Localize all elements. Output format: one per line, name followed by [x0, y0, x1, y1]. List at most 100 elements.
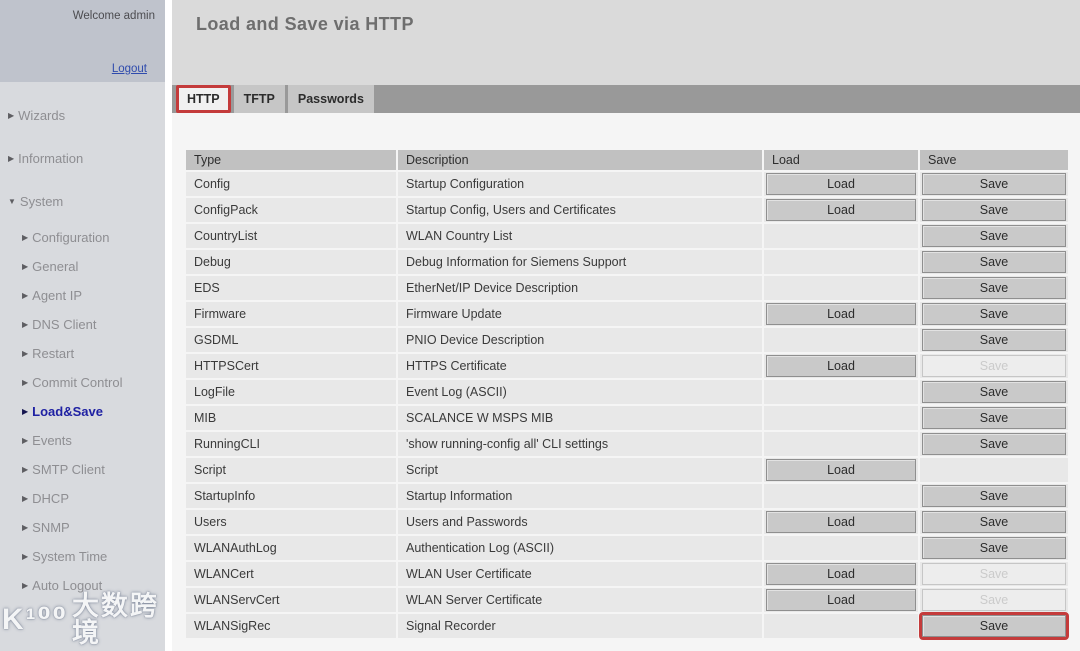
cell-load [764, 380, 918, 404]
save-button-firmware[interactable]: Save [922, 303, 1066, 325]
chevron-right-icon: ▶ [22, 407, 29, 416]
load-button-configpack[interactable]: Load [766, 199, 916, 221]
sidebar-item-agent-ip[interactable]: ▶ Agent IP [0, 281, 165, 310]
cell-type: CountryList [186, 224, 396, 248]
sidebar-item-label: Agent IP [32, 288, 83, 303]
cell-type: Firmware [186, 302, 396, 326]
save-button-users[interactable]: Save [922, 511, 1066, 533]
load-button-config[interactable]: Load [766, 173, 916, 195]
chevron-right-icon: ▶ [22, 436, 29, 445]
sidebar-item-label: Wizards [18, 108, 66, 123]
cell-save: Save [920, 588, 1068, 612]
content-area: Type Description Load Save Config Startup Co… [172, 113, 1080, 651]
chevron-right-icon: ▶ [22, 494, 29, 503]
sidebar-item-snmp[interactable]: ▶ SNMP [0, 513, 165, 542]
sidebar-item-configuration[interactable]: ▶ Configuration [0, 223, 165, 252]
sidebar: Welcome admin Logout ▶ Wizards ▶ Informatio… [0, 0, 165, 651]
cell-type: Script [186, 458, 396, 482]
cell-type: ConfigPack [186, 198, 396, 222]
cell-description: PNIO Device Description [398, 328, 762, 352]
save-button-configpack[interactable]: Save [922, 199, 1066, 221]
chevron-right-icon: ▶ [22, 349, 29, 358]
save-button-wlancert: Save [922, 563, 1066, 585]
save-button-eds[interactable]: Save [922, 277, 1066, 299]
sidebar-item-label: DNS Client [32, 317, 97, 332]
save-button-countrylist[interactable]: Save [922, 225, 1066, 247]
cell-type: WLANSigRec [186, 614, 396, 638]
sidebar-item-label: System Time [32, 549, 108, 564]
tab-http[interactable]: HTTP [176, 85, 231, 113]
sidebar-item-system-time[interactable]: ▶ System Time [0, 542, 165, 571]
load-save-table: Type Description Load Save Config Startup Co… [184, 148, 1070, 640]
cell-load [764, 328, 918, 352]
sidebar-item-label: System [19, 194, 64, 209]
chevron-right-icon: ▶ [22, 233, 29, 242]
cell-save: Save [920, 484, 1068, 508]
sidebar-item-commit-control[interactable]: ▶ Commit Control [0, 368, 165, 397]
chevron-right-icon: ▶ [22, 581, 29, 590]
cell-load: Load [764, 562, 918, 586]
save-button-wlanauthlog[interactable]: Save [922, 537, 1066, 559]
cell-save: Save [920, 276, 1068, 300]
cell-description: Users and Passwords [398, 510, 762, 534]
chevron-right-icon: ▶ [22, 320, 29, 329]
cell-load: Load [764, 302, 918, 326]
logout-link[interactable]: Logout [111, 63, 147, 75]
save-button-runningcli[interactable]: Save [922, 433, 1066, 455]
chevron-right-icon: ▶ [22, 378, 29, 387]
table-row-script: Script Script Load [186, 458, 1068, 482]
sidebar-item-system[interactable]: ▼ System [0, 180, 165, 223]
cell-save: Save [920, 406, 1068, 430]
sidebar-item-general[interactable]: ▶ General [0, 252, 165, 281]
cell-load [764, 484, 918, 508]
sidebar-item-events[interactable]: ▶ Events [0, 426, 165, 455]
save-button-wlansigrec[interactable]: Save [919, 612, 1069, 640]
column-header-description: Description [398, 150, 762, 170]
sidebar-item-auto-logout[interactable]: ▶ Auto Logout [0, 571, 165, 600]
save-button-debug[interactable]: Save [922, 251, 1066, 273]
cell-load: Load [764, 588, 918, 612]
load-button-httpscert[interactable]: Load [766, 355, 916, 377]
sidebar-item-wizards[interactable]: ▶ Wizards [0, 94, 165, 137]
watermark-text: 大数跨境 [71, 591, 159, 648]
table-row-wlansigrec: WLANSigRec Signal Recorder Save [186, 612, 1069, 640]
save-button-httpscert: Save [922, 355, 1066, 377]
save-button-gsdml[interactable]: Save [922, 329, 1066, 351]
column-header-save: Save [920, 150, 1068, 170]
cell-type: WLANCert [186, 562, 396, 586]
table-row-debug: Debug Debug Information for Siemens Suppo… [186, 250, 1068, 274]
sidebar-item-restart[interactable]: ▶ Restart [0, 339, 165, 368]
cell-save: Save [920, 354, 1068, 378]
table-row-countrylist: CountryList WLAN Country List Save [186, 224, 1068, 248]
cell-load: Load [764, 458, 918, 482]
save-button-logfile[interactable]: Save [922, 381, 1066, 403]
chevron-right-icon: ▶ [22, 291, 29, 300]
load-button-script[interactable]: Load [766, 459, 916, 481]
cell-type: HTTPSCert [186, 354, 396, 378]
sidebar-item-information[interactable]: ▶ Information [0, 137, 165, 180]
sidebar-item-dhcp[interactable]: ▶ DHCP [0, 484, 165, 513]
tab-tftp[interactable]: TFTP [233, 85, 285, 113]
cell-type: WLANAuthLog [186, 536, 396, 560]
load-button-wlancert[interactable]: Load [766, 563, 916, 585]
cell-load: Load [764, 172, 918, 196]
sidebar-item-smtp-client[interactable]: ▶ SMTP Client [0, 455, 165, 484]
cell-save: Save [920, 432, 1068, 456]
load-button-users[interactable]: Load [766, 511, 916, 533]
cell-save: Save [920, 198, 1068, 222]
welcome-text: Welcome admin [72, 10, 155, 22]
save-button-startupinfo[interactable]: Save [922, 485, 1066, 507]
sidebar-item-load-save[interactable]: ▶ Load&Save [0, 397, 165, 426]
cell-type: RunningCLI [186, 432, 396, 456]
tab-passwords[interactable]: Passwords [287, 85, 374, 113]
chevron-right-icon: ▶ [22, 262, 29, 271]
save-button-mib[interactable]: Save [922, 407, 1066, 429]
cell-description: EtherNet/IP Device Description [398, 276, 762, 300]
table-row-runningcli: RunningCLI'show running-config all' CLI … [186, 432, 1068, 456]
load-button-firmware[interactable]: Load [766, 303, 916, 325]
cell-type: LogFile [186, 380, 396, 404]
sidebar-item-dns-client[interactable]: ▶ DNS Client [0, 310, 165, 339]
load-button-wlanservcert[interactable]: Load [766, 589, 916, 611]
cell-load [764, 276, 918, 300]
save-button-config[interactable]: Save [922, 173, 1066, 195]
